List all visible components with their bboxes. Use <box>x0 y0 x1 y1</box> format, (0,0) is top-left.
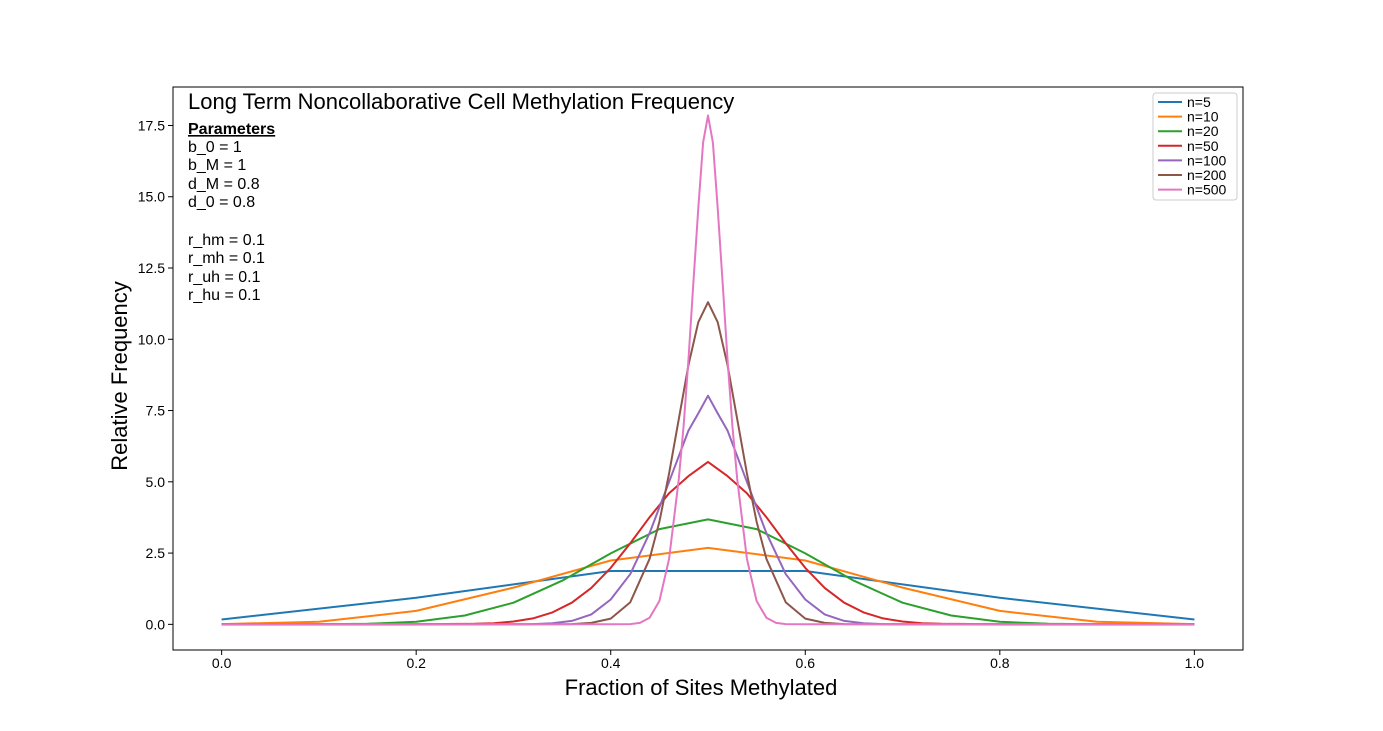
parameter-line: b_M = 1 <box>188 157 246 174</box>
parameter-line: r_hu = 0.1 <box>188 287 261 304</box>
legend-frame <box>1152 92 1238 201</box>
chart-title: Long Term Noncollaborative Cell Methylat… <box>188 89 734 114</box>
plot-frame <box>172 86 1244 651</box>
parameter-line: d_M = 0.8 <box>188 176 260 193</box>
y-tick-label: 15.0 <box>138 189 165 205</box>
parameter-line: b_0 = 1 <box>188 139 242 156</box>
series-line-n=5 <box>221 570 1195 621</box>
legend-label: n=5 <box>1187 94 1211 110</box>
y-tick-label: 12.5 <box>138 260 165 276</box>
ticks-layer: 0.0 0.2 0.4 0.6 0.8 1.0 0.0 2.5 5.0 7.5 10.0 12.5 15… <box>138 117 1205 671</box>
parameter-line: r_uh = 0.1 <box>188 269 261 286</box>
series-line-n=20 <box>221 518 1195 626</box>
parameters-box: Parameters b_0 = 1 b_M = 1 d_M = 0.8 d_0… <box>188 121 275 304</box>
parameter-line: r_hm = 0.1 <box>188 232 265 249</box>
legend-label: n=50 <box>1187 138 1219 154</box>
series-layer <box>221 114 1195 626</box>
x-tick-label: 0.4 <box>601 655 621 671</box>
legend-label: n=500 <box>1187 182 1227 198</box>
series-line-n=10 <box>221 546 1195 626</box>
y-axis-label: Relative Frequency <box>107 281 132 471</box>
x-tick-label: 0.8 <box>990 655 1010 671</box>
parameter-line: d_0 = 0.8 <box>188 194 255 211</box>
legend-label: n=100 <box>1187 152 1227 168</box>
y-tick-label: 2.5 <box>146 545 166 561</box>
series-line-n=200 <box>221 301 1195 626</box>
y-tick-label: 7.5 <box>146 403 166 419</box>
legend-label: n=200 <box>1187 167 1227 183</box>
series-line-n=500 <box>221 114 1195 626</box>
legend-label: n=20 <box>1187 123 1219 139</box>
x-tick-label: 0.6 <box>796 655 816 671</box>
x-tick-label: 1.0 <box>1185 655 1205 671</box>
series-line-n=50 <box>221 460 1195 626</box>
y-tick-label: 17.5 <box>138 117 165 133</box>
x-axis-label: Fraction of Sites Methylated <box>565 675 838 700</box>
y-tick-label: 0.0 <box>146 616 166 632</box>
legend-label: n=10 <box>1187 109 1219 125</box>
x-tick-label: 0.0 <box>212 655 232 671</box>
series-line-n=100 <box>221 394 1195 626</box>
parameters-heading: Parameters <box>188 121 275 138</box>
y-tick-label: 5.0 <box>146 474 166 490</box>
parameter-line: r_mh = 0.1 <box>188 250 265 267</box>
x-tick-label: 0.2 <box>406 655 426 671</box>
y-tick-label: 10.0 <box>138 331 165 347</box>
